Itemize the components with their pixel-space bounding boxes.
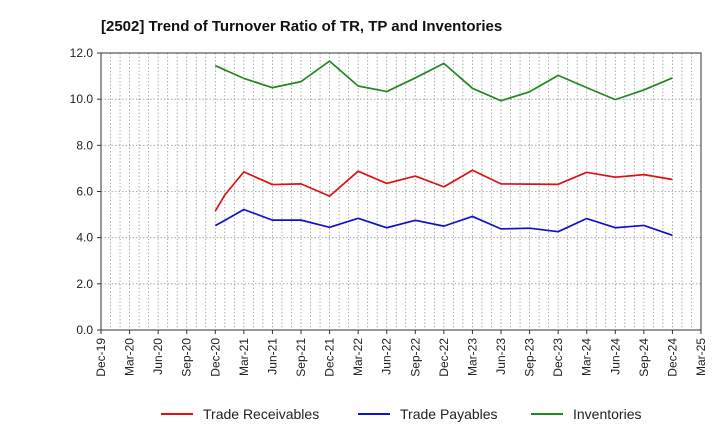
- y-tick-label: 2.0: [76, 277, 93, 291]
- plot-frame: [100, 52, 702, 331]
- x-tick-label: Jun-21: [265, 338, 279, 375]
- y-tick-label: 6.0: [76, 185, 93, 199]
- x-tick-label: Sep-24: [637, 338, 651, 377]
- y-tick-label: 10.0: [70, 92, 94, 106]
- y-tick-label: 8.0: [76, 138, 93, 152]
- series-line-trade-receivables: [214, 169, 673, 212]
- x-tick-label: Sep-22: [408, 338, 422, 377]
- x-tick-label: Mar-20: [123, 338, 137, 376]
- axis-layer: 0.0 2.0 4.0 6.0 8.0 10.0 12.0 Dec-19 Mar-20 Jun-2…: [70, 46, 708, 377]
- x-tick-label: Dec-19: [94, 338, 108, 377]
- series-line-inventories: [214, 60, 673, 102]
- legend-label: Trade Receivables: [203, 406, 319, 422]
- series-layer: [214, 60, 673, 237]
- legend-label: Trade Payables: [400, 406, 498, 422]
- x-tick-label: Jun-24: [608, 338, 622, 375]
- x-tick-label: Jun-20: [151, 338, 165, 375]
- x-tick-label: Mar-21: [237, 338, 251, 376]
- series-line-trade-payables: [214, 208, 673, 237]
- x-tick-label: Dec-23: [551, 338, 565, 377]
- x-tick-label: Jun-23: [494, 338, 508, 375]
- legend-label: Inventories: [573, 406, 641, 422]
- x-tick-label: Dec-21: [323, 338, 337, 377]
- legend: Trade Receivables Trade Payables Inventori…: [161, 406, 641, 422]
- grid-layer: [101, 53, 701, 330]
- x-tick-label: Mar-22: [351, 338, 365, 376]
- x-tick-label: Dec-24: [665, 338, 679, 377]
- y-tick-label: 0.0: [76, 323, 93, 337]
- x-tick-label: Dec-20: [208, 338, 222, 377]
- x-tick-label: Sep-20: [180, 338, 194, 377]
- y-tick-label: 4.0: [76, 231, 93, 245]
- x-tick-label: Dec-22: [437, 338, 451, 377]
- chart-title: [2502] Trend of Turnover Ratio of TR, TP…: [101, 18, 502, 35]
- y-tick-label: 12.0: [70, 46, 94, 60]
- x-tick-label: Mar-23: [465, 338, 479, 376]
- x-tick-label: Jun-22: [380, 338, 394, 375]
- x-tick-label: Sep-21: [294, 338, 308, 377]
- x-tick-label: Sep-23: [523, 338, 537, 377]
- x-tick-label: Mar-25: [694, 338, 708, 376]
- x-tick-label: Mar-24: [580, 338, 594, 376]
